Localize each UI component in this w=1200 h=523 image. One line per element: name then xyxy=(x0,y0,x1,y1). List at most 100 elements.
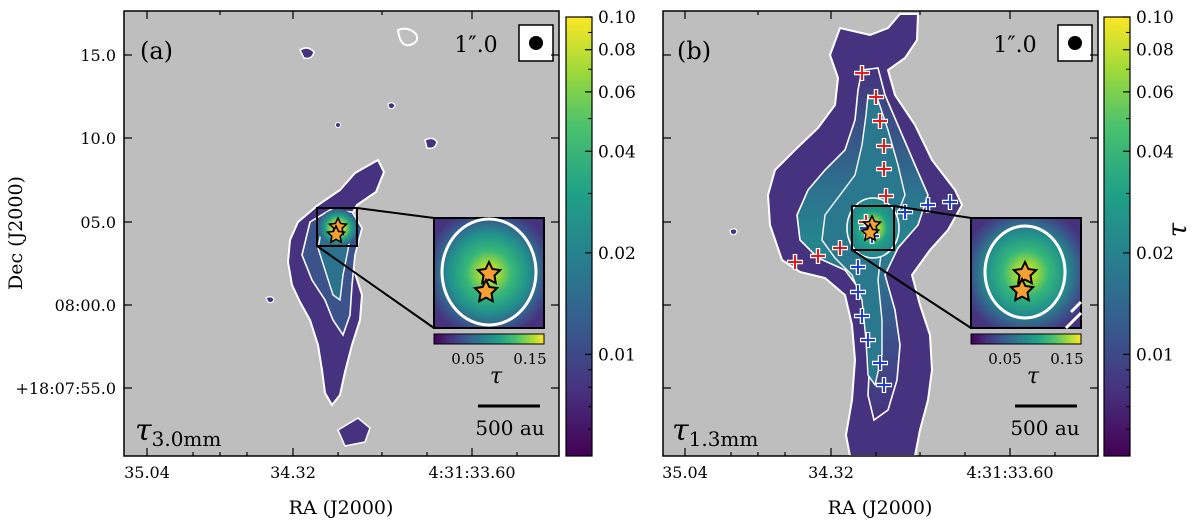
red-marker xyxy=(877,139,891,153)
panel-a-island xyxy=(337,417,371,447)
panel-a: 0.05 0.15 τ 1″.0 (a) 500 au τ3.0mm 35.04… xyxy=(5,8,636,519)
panel-b-x-ticks xyxy=(684,11,1056,456)
panel-a-connector xyxy=(316,245,435,329)
star-marker xyxy=(859,222,881,242)
red-marker xyxy=(873,114,887,128)
blue-marker xyxy=(873,356,887,370)
inset-colorbar-tick: 0.15 xyxy=(513,350,546,368)
colorbar-tick-label: 0.06 xyxy=(598,83,636,103)
inset-colorbar-tick: 0.15 xyxy=(1050,350,1083,368)
colorbar-tick-label: 0.08 xyxy=(1136,41,1174,61)
blue-marker xyxy=(861,333,875,347)
panel-a-island xyxy=(387,102,396,110)
x-tick-label: 35.04 xyxy=(662,463,708,482)
panel-a-x-ticks xyxy=(146,11,518,456)
tau-wavelength-label: τ1.3mm xyxy=(672,413,758,451)
tau-wavelength-label: τ3.0mm xyxy=(135,413,221,451)
colorbar-tick-label: 0.06 xyxy=(1136,83,1174,103)
inset-colorbar-label: τ xyxy=(490,364,503,389)
colorbar-tick-label: 0.04 xyxy=(1136,142,1174,162)
scale-bar-label: 500 au xyxy=(1010,416,1079,440)
blue-marker xyxy=(921,198,935,212)
panel-b-colorbar xyxy=(1103,16,1131,457)
colorbar-tick-label: 0.10 xyxy=(1136,8,1174,28)
x-tick-label: 34.32 xyxy=(270,463,316,482)
colorbar-tick-label: 0.02 xyxy=(598,244,636,264)
inset-contour xyxy=(983,224,1067,320)
y-tick-label: 10.0 xyxy=(80,129,116,148)
colorbar-tick-label: 0.08 xyxy=(598,41,636,61)
red-marker xyxy=(877,162,891,176)
star-marker xyxy=(472,277,500,304)
blue-marker xyxy=(855,309,869,323)
panel-a-island xyxy=(265,296,275,304)
red-marker xyxy=(855,66,869,80)
red-marker xyxy=(811,249,825,263)
panel-b-connector xyxy=(893,205,972,219)
panel-a-island xyxy=(424,137,438,150)
x-tick-label: 35.04 xyxy=(124,463,170,482)
inset-colorbar xyxy=(433,333,545,345)
blue-marker xyxy=(851,260,865,274)
inset-contour xyxy=(1064,300,1083,330)
panel-a-connector xyxy=(356,207,435,219)
blue-marker xyxy=(943,195,957,209)
panel-b-colorbar-ticks: 0.10 0.08 0.06 0.04 0.02 0.01 xyxy=(1123,8,1174,457)
panel-a-colorbar xyxy=(565,16,593,457)
x-tick-label: 34.32 xyxy=(808,463,854,482)
panel-b-zoom-box xyxy=(851,205,895,251)
red-marker xyxy=(869,90,883,104)
y-tick-label: 05.0 xyxy=(80,213,116,232)
colorbar-tick-label: 0.04 xyxy=(598,142,636,162)
inset-colorbar-label: τ xyxy=(1027,364,1040,389)
y-tick-label: +18:07:55.0 xyxy=(15,379,116,398)
beam-label: 1″.0 xyxy=(993,33,1036,58)
star-marker xyxy=(475,259,503,286)
panel-b-inset: 0.05 0.15 τ xyxy=(970,217,1084,389)
inset-colorbar-tick: 0.05 xyxy=(988,350,1021,368)
star-marker xyxy=(1011,259,1039,286)
panel-b: 0.05 0.15 τ 1″.0 (b) 500 au τ1.3mm xyxy=(662,8,1193,519)
colorbar-label: τ xyxy=(1163,222,1193,237)
x-tick-label: 4:31:33.60 xyxy=(966,463,1053,482)
panel-label: (b) xyxy=(677,37,711,65)
colorbar-tick-label: 0.02 xyxy=(1136,244,1174,264)
red-marker xyxy=(833,241,847,255)
x-axis-title: RA (J2000) xyxy=(289,497,394,519)
panel-a-island xyxy=(335,122,341,128)
red-marker xyxy=(879,189,893,203)
panel-a-island xyxy=(299,47,315,60)
y-axis-title: Dec (J2000) xyxy=(5,176,27,290)
beam-box xyxy=(1057,24,1093,62)
y-tick-label: 15.0 xyxy=(80,46,116,65)
panel-a-zoom-box xyxy=(316,207,358,247)
beam-ellipse xyxy=(1068,36,1082,50)
inset-colorbar-tick: 0.05 xyxy=(451,350,484,368)
beam-label: 1″.0 xyxy=(454,33,497,58)
panel-a-inset: 0.05 0.15 τ xyxy=(433,217,547,389)
x-axis-title: RA (J2000) xyxy=(828,497,933,519)
panel-a-frame xyxy=(123,10,560,457)
y-tick-label: 08:00.0 xyxy=(55,296,116,315)
panel-b-frame xyxy=(662,10,1099,457)
panel-b-y-ticks xyxy=(663,54,1098,389)
star-marker xyxy=(1008,276,1036,303)
star-marker xyxy=(325,224,347,244)
panel-a-colorbar-ticks: 0.10 0.08 0.06 0.04 0.02 0.01 xyxy=(585,8,636,457)
colorbar-tick-label: 0.01 xyxy=(1136,345,1174,365)
panel-label: (a) xyxy=(140,37,173,65)
red-marker xyxy=(788,255,802,269)
panel-b-connector xyxy=(851,249,972,329)
inset-contour xyxy=(440,217,538,327)
x-tick-label: 4:31:33.60 xyxy=(428,463,515,482)
panel-b-island xyxy=(729,228,738,236)
panel-a-island xyxy=(396,27,419,47)
scale-bar-label: 500 au xyxy=(475,416,544,440)
beam-ellipse xyxy=(529,36,543,50)
blue-marker xyxy=(877,378,891,392)
colorbar-tick-label: 0.01 xyxy=(598,345,636,365)
blue-marker xyxy=(851,285,865,299)
colorbar-tick-label: 0.10 xyxy=(598,8,636,28)
panel-a-y-ticks xyxy=(124,54,559,389)
